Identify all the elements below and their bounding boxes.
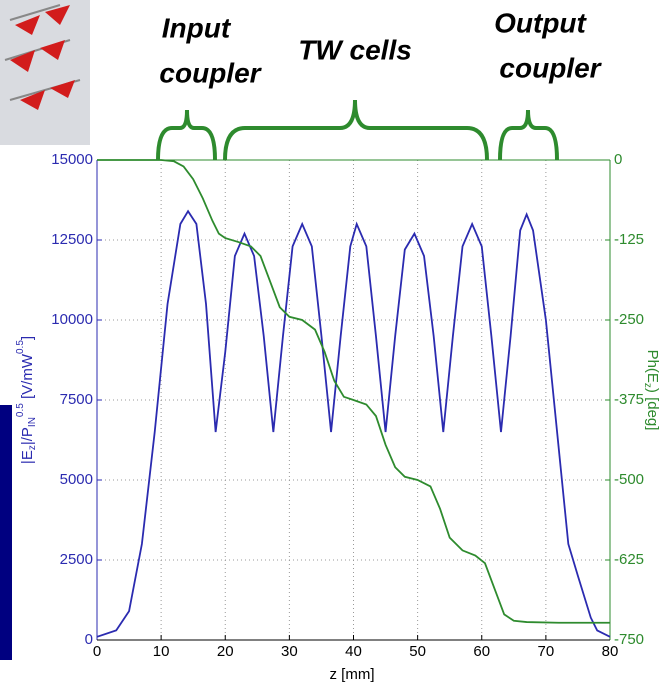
x-tick-label: 20 xyxy=(217,643,234,660)
x-tick-label: 30 xyxy=(281,643,298,660)
annotation: TW cells xyxy=(298,34,412,65)
x-tick-label: 70 xyxy=(538,643,555,660)
x-tick-label: 50 xyxy=(409,643,426,660)
x-tick-label: 60 xyxy=(473,643,490,660)
y2-tick-label: -125 xyxy=(614,231,644,248)
y-tick-label: 5000 xyxy=(60,471,93,488)
y-tick-label: 10000 xyxy=(51,311,93,328)
braces xyxy=(156,99,559,161)
x-tick-label: 10 xyxy=(153,643,170,660)
y2-tick-label: -500 xyxy=(614,471,644,488)
annotation: coupler xyxy=(159,57,262,88)
y2-tick-label: -250 xyxy=(614,311,644,328)
y2-tick-label: -625 xyxy=(614,551,644,568)
x-axis-label: z [mm] xyxy=(330,666,375,683)
data-line xyxy=(96,209,611,638)
x-tick-label: 40 xyxy=(345,643,362,660)
data-line xyxy=(97,159,610,624)
y-tick-label: 15000 xyxy=(51,151,93,168)
y2-tick-label: 0 xyxy=(614,151,622,168)
model-image xyxy=(0,0,90,145)
annotation: Input xyxy=(162,12,232,43)
annotation: coupler xyxy=(499,52,602,83)
y2-tick-label: -375 xyxy=(614,391,644,408)
y2-tick-label: -750 xyxy=(614,631,644,648)
y-tick-label: 2500 xyxy=(60,551,93,568)
side-bar xyxy=(0,405,12,660)
annotation: Output xyxy=(494,7,587,38)
y-tick-label: 12500 xyxy=(51,231,93,248)
y-axis-label: |Ez|/PIN0.5 [V/mW0.5] xyxy=(15,336,38,464)
x-tick-label: 80 xyxy=(602,643,619,660)
x-tick-label: 0 xyxy=(93,643,101,660)
y-tick-label: 7500 xyxy=(60,391,93,408)
y-tick-label: 0 xyxy=(85,631,93,648)
y2-axis-label: Ph(Ez) [deg] xyxy=(642,350,660,431)
